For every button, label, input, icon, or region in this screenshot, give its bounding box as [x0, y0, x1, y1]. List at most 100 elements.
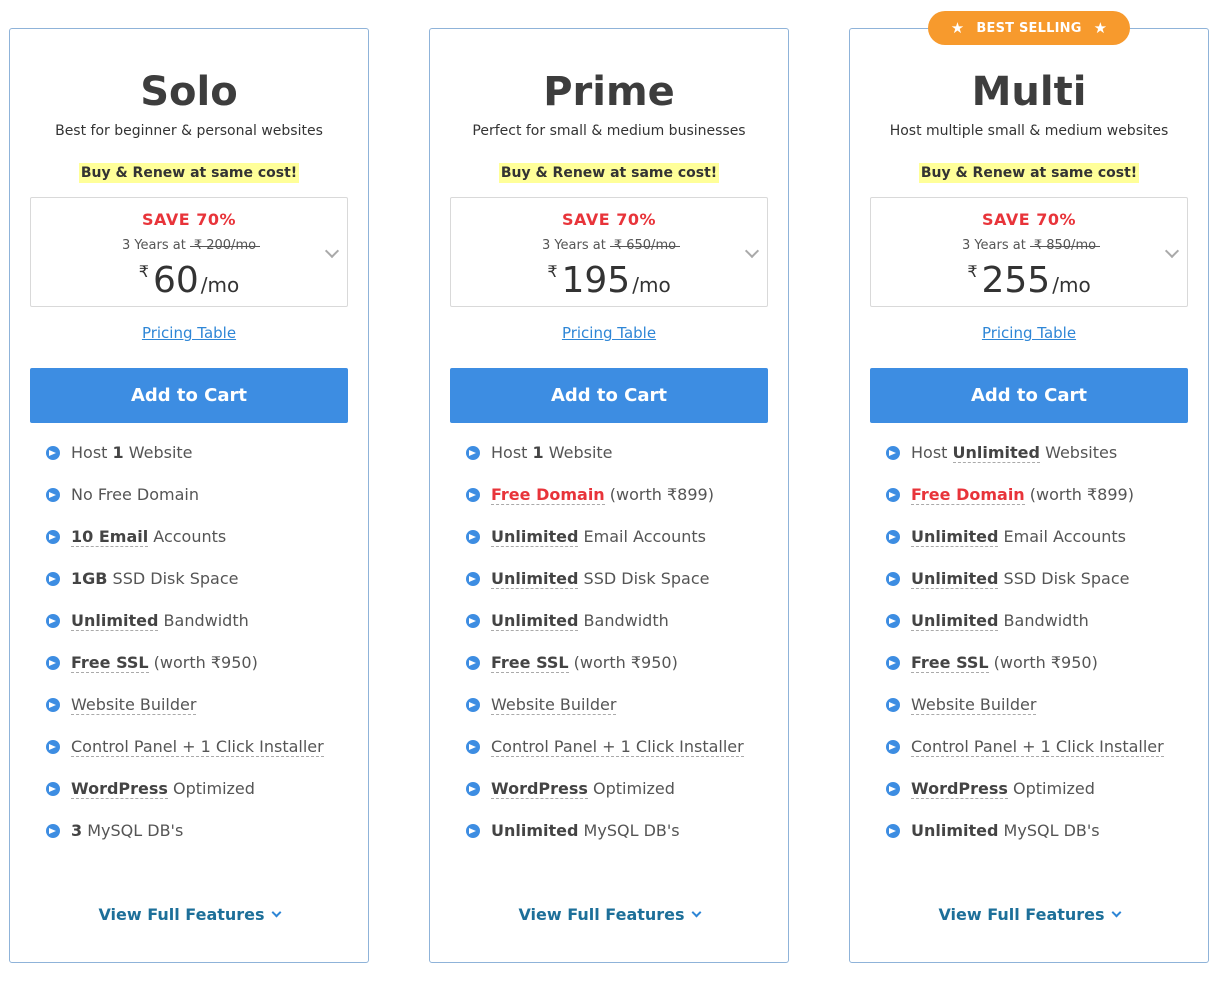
arrow-circle-icon	[46, 572, 60, 586]
arrow-circle-icon	[466, 824, 480, 838]
feature-item: Free SSL (worth ₹950)	[886, 652, 1206, 694]
feature-item: Unlimited MySQL DB's	[886, 820, 1206, 862]
star-icon: ★	[1093, 19, 1108, 37]
price-period: /mo	[632, 273, 671, 297]
arrow-circle-icon	[886, 572, 900, 586]
arrow-circle-icon	[466, 572, 480, 586]
feature-text: Host 1 Website	[491, 443, 613, 462]
add-to-cart-button[interactable]: Add to Cart	[450, 368, 768, 423]
price-period: /mo	[200, 273, 240, 297]
feature-text: Unlimited MySQL DB's	[911, 821, 1100, 840]
term-label: 3 Years at ₹ 650/mo	[541, 238, 677, 253]
feature-text: Host 1 Website	[71, 443, 193, 462]
feature-item: Control Panel + 1 Click Installer	[466, 736, 786, 778]
price-period: /mo	[1052, 273, 1091, 297]
arrow-circle-icon	[46, 782, 60, 796]
feature-text: Free Domain (worth ₹899)	[911, 485, 1134, 505]
price-amount: 255	[981, 260, 1051, 301]
feature-item: WordPress Optimized	[886, 778, 1206, 820]
arrow-circle-icon	[466, 488, 480, 502]
feature-item: Unlimited Bandwidth	[886, 610, 1206, 652]
feature-text: Free SSL (worth ₹950)	[491, 653, 678, 673]
chevron-down-icon	[1111, 907, 1121, 918]
feature-item: 3 MySQL DB's	[46, 820, 366, 862]
price: ₹60/mo	[31, 260, 347, 301]
feature-text: 10 Email Accounts	[71, 527, 227, 547]
plan-card-solo: Solo Best for beginner & personal websit…	[9, 28, 369, 963]
arrow-circle-icon	[466, 614, 480, 628]
feature-text: Website Builder	[71, 695, 197, 715]
view-full-features-link[interactable]: View Full Features	[850, 905, 1208, 924]
plan-description: Host multiple small & medium websites	[889, 123, 1169, 139]
feature-text: Control Panel + 1 Click Installer	[491, 737, 744, 757]
add-to-cart-button[interactable]: Add to Cart	[30, 368, 348, 423]
feature-text: Unlimited Email Accounts	[491, 527, 706, 547]
feature-item: No Free Domain	[46, 484, 366, 526]
feature-item: Host 1 Website	[466, 442, 786, 484]
feature-item: Control Panel + 1 Click Installer	[46, 736, 366, 778]
view-full-features-link[interactable]: View Full Features	[430, 905, 788, 924]
price-amount: 195	[561, 260, 631, 301]
arrow-circle-icon	[886, 698, 900, 712]
term-label: 3 Years at ₹ 200/mo	[121, 238, 257, 253]
arrow-circle-icon	[886, 446, 900, 460]
feature-list: Host Unlimited Websites Free Domain (wort…	[886, 442, 1206, 862]
feature-item: WordPress Optimized	[46, 778, 366, 820]
arrow-circle-icon	[46, 530, 60, 544]
best-selling-badge: ★ BEST SELLING ★	[928, 11, 1130, 45]
star-icon: ★	[950, 19, 965, 37]
feature-text: Website Builder	[491, 695, 617, 715]
feature-item: 10 Email Accounts	[46, 526, 366, 568]
arrow-circle-icon	[886, 782, 900, 796]
price: ₹255/mo	[871, 260, 1187, 301]
arrow-circle-icon	[886, 656, 900, 670]
feature-text: Unlimited SSD Disk Space	[911, 569, 1130, 589]
feature-item: Unlimited Bandwidth	[46, 610, 366, 652]
feature-text: Free Domain (worth ₹899)	[491, 485, 714, 505]
rupee-icon: ₹	[967, 262, 978, 281]
feature-item: Website Builder	[466, 694, 786, 736]
chevron-down-icon	[691, 907, 701, 918]
feature-item: Free SSL (worth ₹950)	[46, 652, 366, 694]
arrow-circle-icon	[46, 614, 60, 628]
arrow-circle-icon	[466, 782, 480, 796]
feature-text: Unlimited Bandwidth	[491, 611, 669, 631]
feature-item: Unlimited Bandwidth	[466, 610, 786, 652]
renew-highlight: Buy & Renew at same cost!	[498, 163, 720, 183]
arrow-circle-icon	[46, 488, 60, 502]
feature-text: Control Panel + 1 Click Installer	[71, 737, 324, 757]
feature-text: Unlimited Bandwidth	[71, 611, 249, 631]
feature-text: Unlimited MySQL DB's	[491, 821, 680, 840]
billing-period-select[interactable]: SAVE 70% 3 Years at ₹ 650/mo ₹195/mo	[450, 197, 768, 307]
billing-period-select[interactable]: SAVE 70% 3 Years at ₹ 200/mo ₹60/mo	[30, 197, 348, 307]
add-to-cart-button[interactable]: Add to Cart	[870, 368, 1188, 423]
feature-item: Control Panel + 1 Click Installer	[886, 736, 1206, 778]
view-full-features-link[interactable]: View Full Features	[10, 905, 368, 924]
billing-period-select[interactable]: SAVE 70% 3 Years at ₹ 850/mo ₹255/mo	[870, 197, 1188, 307]
feature-item: Unlimited SSD Disk Space	[466, 568, 786, 610]
save-label: SAVE 70%	[562, 210, 656, 229]
feature-item: Unlimited MySQL DB's	[466, 820, 786, 862]
arrow-circle-icon	[46, 740, 60, 754]
plan-name: Solo	[140, 69, 238, 115]
arrow-circle-icon	[46, 824, 60, 838]
feature-item: Website Builder	[886, 694, 1206, 736]
feature-text: Website Builder	[911, 695, 1037, 715]
feature-text: Control Panel + 1 Click Installer	[911, 737, 1164, 757]
arrow-circle-icon	[886, 530, 900, 544]
feature-item: Host 1 Website	[46, 442, 366, 484]
chevron-down-icon	[271, 907, 281, 918]
arrow-circle-icon	[886, 614, 900, 628]
feature-text: Free SSL (worth ₹950)	[911, 653, 1098, 673]
pricing-table-link[interactable]: Pricing Table	[561, 324, 657, 342]
pricing-table-link[interactable]: Pricing Table	[141, 324, 237, 342]
feature-text: Unlimited SSD Disk Space	[491, 569, 710, 589]
arrow-circle-icon	[886, 740, 900, 754]
plan-name: Prime	[543, 69, 675, 115]
pricing-table-link[interactable]: Pricing Table	[981, 324, 1077, 342]
price-amount: 60	[152, 260, 199, 301]
arrow-circle-icon	[466, 698, 480, 712]
arrow-circle-icon	[46, 698, 60, 712]
arrow-circle-icon	[46, 446, 60, 460]
arrow-circle-icon	[466, 740, 480, 754]
